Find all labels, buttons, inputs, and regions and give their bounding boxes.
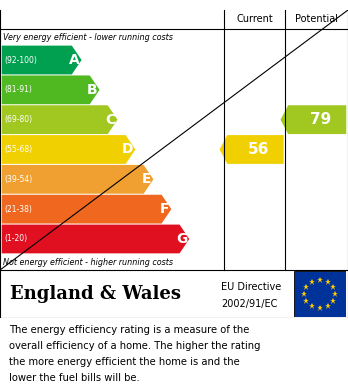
Text: The energy efficiency rating is a measure of the: The energy efficiency rating is a measur… [9,325,249,335]
Text: England & Wales: England & Wales [10,285,181,303]
Text: (69-80): (69-80) [4,115,32,124]
Text: 79: 79 [310,112,331,127]
Text: G: G [176,232,188,246]
Text: 56: 56 [248,142,270,157]
Text: (55-68): (55-68) [4,145,32,154]
Text: (1-20): (1-20) [4,235,27,244]
Polygon shape [2,105,118,134]
Text: (81-91): (81-91) [4,85,32,94]
Polygon shape [2,224,189,253]
Text: overall efficiency of a home. The higher the rating: overall efficiency of a home. The higher… [9,341,260,352]
Text: E: E [142,172,152,187]
Text: Current: Current [237,14,273,24]
Text: F: F [160,202,169,216]
Text: Very energy efficient - lower running costs: Very energy efficient - lower running co… [3,33,173,42]
Text: 2002/91/EC: 2002/91/EC [221,299,277,308]
Text: lower the fuel bills will be.: lower the fuel bills will be. [9,373,140,384]
Text: (39-54): (39-54) [4,175,32,184]
Polygon shape [220,135,284,164]
Text: B: B [87,83,98,97]
Text: C: C [105,113,116,127]
Polygon shape [2,195,171,224]
Text: the more energy efficient the home is and the: the more energy efficient the home is an… [9,357,239,368]
Text: A: A [69,53,80,67]
Text: EU Directive: EU Directive [221,282,281,292]
Polygon shape [280,105,346,134]
Text: Not energy efficient - higher running costs: Not energy efficient - higher running co… [3,258,174,267]
Text: D: D [122,142,134,156]
Text: (21-38): (21-38) [4,204,32,213]
Text: Energy Efficiency Rating: Energy Efficiency Rating [10,0,220,2]
Polygon shape [2,135,135,164]
Polygon shape [2,165,153,194]
Text: Potential: Potential [295,14,338,24]
Polygon shape [2,75,100,104]
Polygon shape [2,46,81,74]
Text: (92-100): (92-100) [4,56,37,65]
